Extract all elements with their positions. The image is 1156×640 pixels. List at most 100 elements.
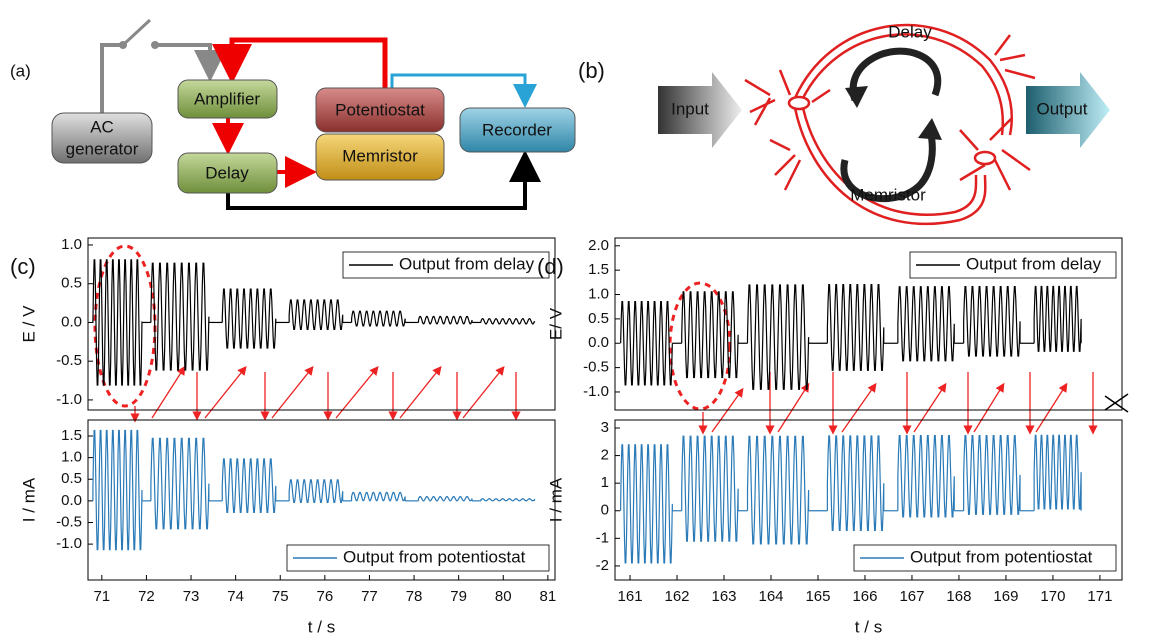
panel-label: (c) xyxy=(10,254,36,279)
wire xyxy=(158,43,226,82)
plot-frame xyxy=(87,237,556,411)
y-tick-label: 0.0 xyxy=(61,313,82,330)
highlight xyxy=(668,281,732,411)
y-tick-label: 0.5 xyxy=(61,470,82,487)
burst xyxy=(92,259,143,386)
node-label: Recorder xyxy=(482,120,552,139)
x-tick-label: 171 xyxy=(1087,588,1112,605)
x-tick-label: 74 xyxy=(227,588,244,605)
burst xyxy=(1033,285,1082,352)
legend-box xyxy=(909,251,1117,279)
arrow-head xyxy=(845,86,868,108)
burst xyxy=(92,429,143,551)
wire xyxy=(226,150,541,210)
burst xyxy=(1033,434,1082,511)
y-tick-label: 0.5 xyxy=(61,275,82,292)
burst xyxy=(288,299,344,331)
x-tick-label: 164 xyxy=(758,588,783,605)
burst xyxy=(150,437,210,530)
x-tick-label: 165 xyxy=(805,588,830,605)
burst xyxy=(681,435,739,542)
legend-entry: Output from potentiostat xyxy=(343,547,526,566)
legend-entry: Output from delay xyxy=(966,254,1102,273)
burst xyxy=(681,291,739,379)
burst xyxy=(221,288,277,349)
wire xyxy=(212,37,388,88)
arrow xyxy=(913,382,947,433)
node xyxy=(459,107,576,153)
burst xyxy=(826,283,885,371)
x-tick-label: 72 xyxy=(138,588,155,605)
node-label: generator xyxy=(66,139,139,158)
x-axis-label: t / s xyxy=(308,617,335,636)
delay-label: Delay xyxy=(888,22,932,41)
x-tick-label: 163 xyxy=(711,588,736,605)
input-label: Input xyxy=(671,99,709,118)
panel-label: (d) xyxy=(537,254,564,279)
y-tick-label: 0.0 xyxy=(588,334,609,351)
burst xyxy=(897,435,955,518)
y-tick-label: 2.0 xyxy=(588,237,609,254)
y-tick-label: 1 xyxy=(601,474,609,491)
x-tick-label: 73 xyxy=(183,588,200,605)
y-tick-label: 1.0 xyxy=(61,236,82,253)
y-tick-label: 1.0 xyxy=(588,285,609,302)
output-arrow xyxy=(1026,72,1110,148)
y-tick-label: -2 xyxy=(596,557,609,574)
y-axis-label: E/ V xyxy=(546,307,565,340)
y-tick-label: 2 xyxy=(601,447,609,464)
cycle-arrow xyxy=(849,47,941,102)
burst xyxy=(288,479,344,504)
burst xyxy=(351,310,406,327)
y-tick-label: -1.0 xyxy=(56,535,82,552)
legend-entry: Output from potentiostat xyxy=(910,547,1093,566)
wire xyxy=(390,73,537,108)
burst xyxy=(417,315,473,325)
burst xyxy=(963,285,1021,357)
x-tick-label: 71 xyxy=(93,588,110,605)
y-tick-label: 0.0 xyxy=(61,492,82,509)
burst xyxy=(221,458,277,514)
arrow xyxy=(711,387,744,433)
x-tick-label: 169 xyxy=(993,588,1018,605)
x-tick-label: 79 xyxy=(450,588,467,605)
diagram-a: (a) AC generator Amplifier Delay Potenti… xyxy=(10,18,576,210)
x-tick-label: 75 xyxy=(272,588,289,605)
arrow xyxy=(777,382,810,433)
x-tick-label: 78 xyxy=(406,588,423,605)
x-tick-label: 81 xyxy=(540,588,557,605)
y-tick-label: 1.5 xyxy=(61,427,82,444)
y-tick-label: -0.5 xyxy=(583,359,609,376)
y-tick-label: -1.0 xyxy=(56,391,82,408)
burst xyxy=(417,496,473,502)
burst xyxy=(620,300,673,386)
node-label: Delay xyxy=(205,163,249,182)
panel-label: (b) xyxy=(578,58,605,83)
x-tick-label: 167 xyxy=(899,588,924,605)
diagram-b: (b) Input Output Delay Memristor xyxy=(578,22,1110,226)
plot-frame xyxy=(87,419,556,581)
x-tick-label: 168 xyxy=(946,588,971,605)
charts: -1.0 -0.5 0.0 0.5 1.0 E / V (c) Output from del… xyxy=(10,236,1123,636)
x-tick-label: 76 xyxy=(317,588,334,605)
y-axis-label: I / mA xyxy=(546,477,565,522)
plot-frame xyxy=(614,237,1123,411)
burst xyxy=(351,491,406,502)
arrow xyxy=(1035,382,1068,433)
switch xyxy=(121,18,152,47)
panel-label: (a) xyxy=(10,61,31,80)
node xyxy=(177,152,278,194)
y-tick-label: 1.5 xyxy=(588,261,609,278)
node-label: Amplifier xyxy=(194,89,260,108)
x-tick-label: 77 xyxy=(361,588,378,605)
burst xyxy=(826,435,885,531)
x-tick-label: 161 xyxy=(618,588,643,605)
burst xyxy=(963,434,1021,515)
node xyxy=(315,87,445,133)
burst xyxy=(480,498,536,502)
x-tick-label: 170 xyxy=(1040,588,1065,605)
arrow xyxy=(841,382,877,433)
burst xyxy=(897,286,955,362)
